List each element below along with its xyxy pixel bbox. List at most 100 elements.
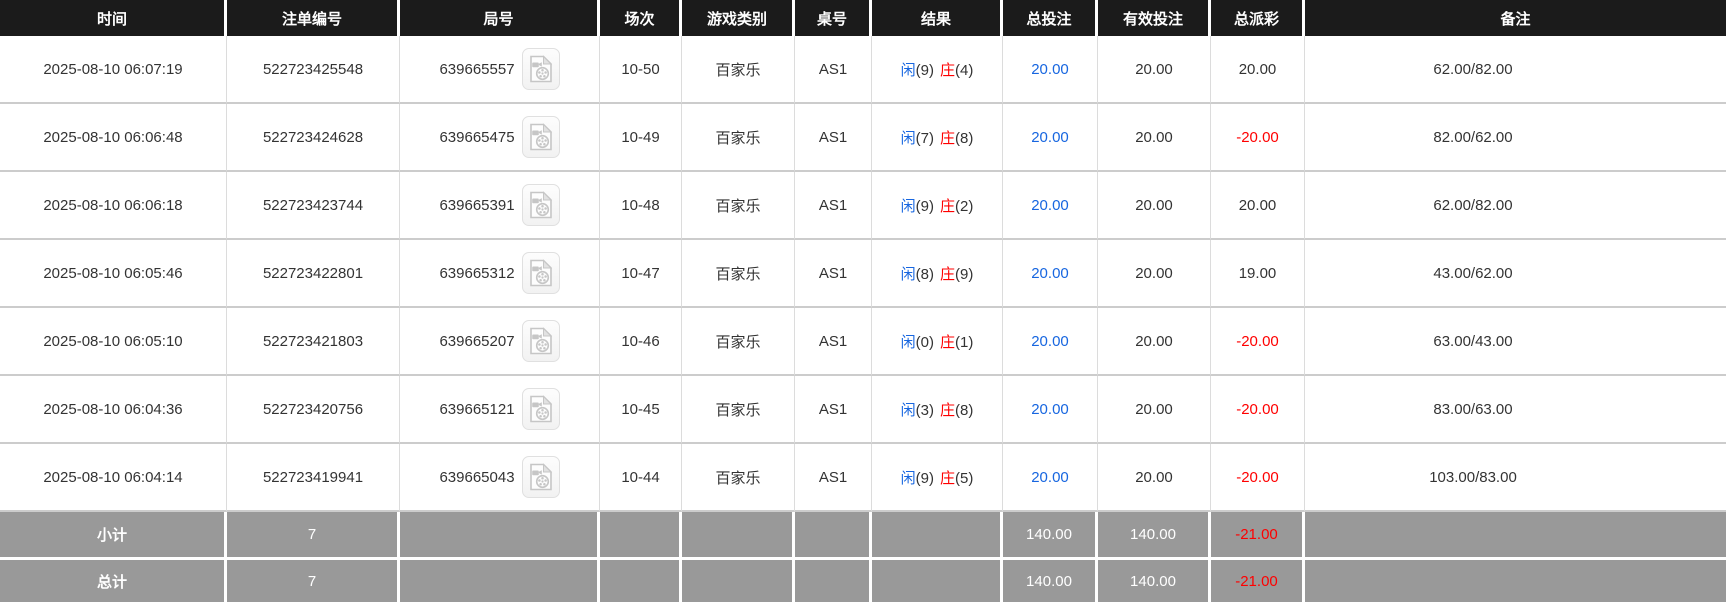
cell-session: 10-49	[600, 104, 682, 172]
cell-valid-bet: 20.00	[1098, 104, 1211, 172]
cell-total-payout: -20.00	[1211, 444, 1305, 512]
cell-total-payout: -20.00	[1211, 104, 1305, 172]
col-header-game-type: 游戏类别	[682, 0, 795, 36]
cell-remark: 82.00/62.00	[1305, 104, 1726, 172]
result-banker-label: 庄	[940, 129, 956, 147]
video-icon[interactable]	[521, 320, 560, 362]
cell-valid-bet: 20.00	[1098, 376, 1211, 444]
cell-total-bet: 20.00	[1003, 104, 1098, 172]
round-id-text: 639665557	[439, 60, 515, 78]
cell-time: 2025-08-10 06:06:48	[0, 104, 227, 172]
video-icon[interactable]	[521, 456, 560, 498]
result-banker-score: (9)	[955, 265, 974, 283]
grand-total-empty-cell	[400, 557, 600, 602]
cell-table-no: AS1	[795, 172, 872, 240]
result-player-score: (8)	[915, 265, 934, 283]
table-row: 2025-08-10 06:04:14 522723419941 6396650…	[0, 444, 1726, 512]
result-banker-score: (4)	[955, 61, 974, 79]
result-player-label: 闲	[900, 469, 916, 487]
subtotal-label: 小计	[0, 512, 227, 557]
col-header-remark: 备注	[1305, 0, 1726, 36]
result-player-score: (9)	[915, 61, 934, 79]
video-icon[interactable]	[521, 252, 560, 294]
round-id-text: 639665312	[439, 264, 515, 282]
cell-valid-bet: 20.00	[1098, 240, 1211, 308]
cell-table-no: AS1	[795, 376, 872, 444]
result-banker-score: (8)	[955, 401, 974, 419]
result-player-score: (9)	[915, 469, 934, 487]
cell-valid-bet: 20.00	[1098, 172, 1211, 240]
grand-total-empty-cell	[795, 557, 872, 602]
subtotal-empty-cell	[600, 512, 682, 557]
cell-total-bet: 20.00	[1003, 240, 1098, 308]
cell-game-type: 百家乐	[682, 240, 795, 308]
table-row: 2025-08-10 06:05:46 522723422801 6396653…	[0, 240, 1726, 308]
round-id-text: 639665121	[439, 400, 515, 418]
cell-bet-id: 522723422801	[227, 240, 400, 308]
table-row: 2025-08-10 06:05:10 522723421803 6396652…	[0, 308, 1726, 376]
cell-valid-bet: 20.00	[1098, 308, 1211, 376]
result-banker-label: 庄	[940, 469, 956, 487]
result-player-label: 闲	[900, 61, 916, 79]
cell-valid-bet: 20.00	[1098, 36, 1211, 104]
cell-remark: 43.00/62.00	[1305, 240, 1726, 308]
grand-total-row: 总计 7 140.00 140.00 -21.00	[0, 557, 1726, 602]
cell-time: 2025-08-10 06:06:18	[0, 172, 227, 240]
subtotal-valid-bet: 140.00	[1098, 512, 1211, 557]
cell-time: 2025-08-10 06:04:36	[0, 376, 227, 444]
cell-result: 闲(9) 庄(4)	[872, 36, 1003, 104]
video-icon[interactable]	[521, 116, 560, 158]
cell-bet-id: 522723423744	[227, 172, 400, 240]
cell-session: 10-50	[600, 36, 682, 104]
result-player-score: (0)	[915, 333, 934, 351]
grand-total-total-payout: -21.00	[1211, 557, 1305, 602]
cell-remark: 62.00/82.00	[1305, 172, 1726, 240]
cell-time: 2025-08-10 06:05:10	[0, 308, 227, 376]
cell-valid-bet: 20.00	[1098, 444, 1211, 512]
subtotal-total-payout: -21.00	[1211, 512, 1305, 557]
cell-game-type: 百家乐	[682, 104, 795, 172]
video-icon[interactable]	[521, 48, 560, 90]
cell-total-payout: 20.00	[1211, 36, 1305, 104]
col-header-total-payout: 总派彩	[1211, 0, 1305, 36]
round-id-text: 639665391	[439, 196, 515, 214]
col-header-bet-id: 注单编号	[227, 0, 400, 36]
cell-game-type: 百家乐	[682, 172, 795, 240]
col-header-valid-bet: 有效投注	[1098, 0, 1211, 36]
subtotal-empty-cell	[400, 512, 600, 557]
result-player-score: (7)	[915, 129, 934, 147]
round-id-text: 639665043	[439, 468, 515, 486]
subtotal-count: 7	[227, 512, 400, 557]
grand-total-count: 7	[227, 557, 400, 602]
subtotal-total-bet: 140.00	[1003, 512, 1098, 557]
cell-game-type: 百家乐	[682, 308, 795, 376]
cell-session: 10-47	[600, 240, 682, 308]
result-banker-label: 庄	[940, 333, 956, 351]
cell-result: 闲(8) 庄(9)	[872, 240, 1003, 308]
grand-total-valid-bet: 140.00	[1098, 557, 1211, 602]
cell-time: 2025-08-10 06:04:14	[0, 444, 227, 512]
cell-bet-id: 522723421803	[227, 308, 400, 376]
cell-round-id: 639665207	[400, 308, 600, 376]
video-icon[interactable]	[521, 184, 560, 226]
cell-time: 2025-08-10 06:07:19	[0, 36, 227, 104]
cell-game-type: 百家乐	[682, 36, 795, 104]
grand-total-empty-cell	[600, 557, 682, 602]
cell-game-type: 百家乐	[682, 376, 795, 444]
result-player-score: (9)	[915, 197, 934, 215]
grand-total-empty-cell	[872, 557, 1003, 602]
cell-session: 10-48	[600, 172, 682, 240]
table-row: 2025-08-10 06:04:36 522723420756 6396651…	[0, 376, 1726, 444]
cell-total-bet: 20.00	[1003, 172, 1098, 240]
video-icon[interactable]	[521, 388, 560, 430]
cell-table-no: AS1	[795, 104, 872, 172]
result-player-label: 闲	[900, 197, 916, 215]
cell-total-payout: 20.00	[1211, 172, 1305, 240]
cell-result: 闲(9) 庄(2)	[872, 172, 1003, 240]
cell-table-no: AS1	[795, 36, 872, 104]
table-row: 2025-08-10 06:06:48 522723424628 6396654…	[0, 104, 1726, 172]
cell-total-bet: 20.00	[1003, 444, 1098, 512]
grand-total-empty-cell	[682, 557, 795, 602]
cell-result: 闲(3) 庄(8)	[872, 376, 1003, 444]
